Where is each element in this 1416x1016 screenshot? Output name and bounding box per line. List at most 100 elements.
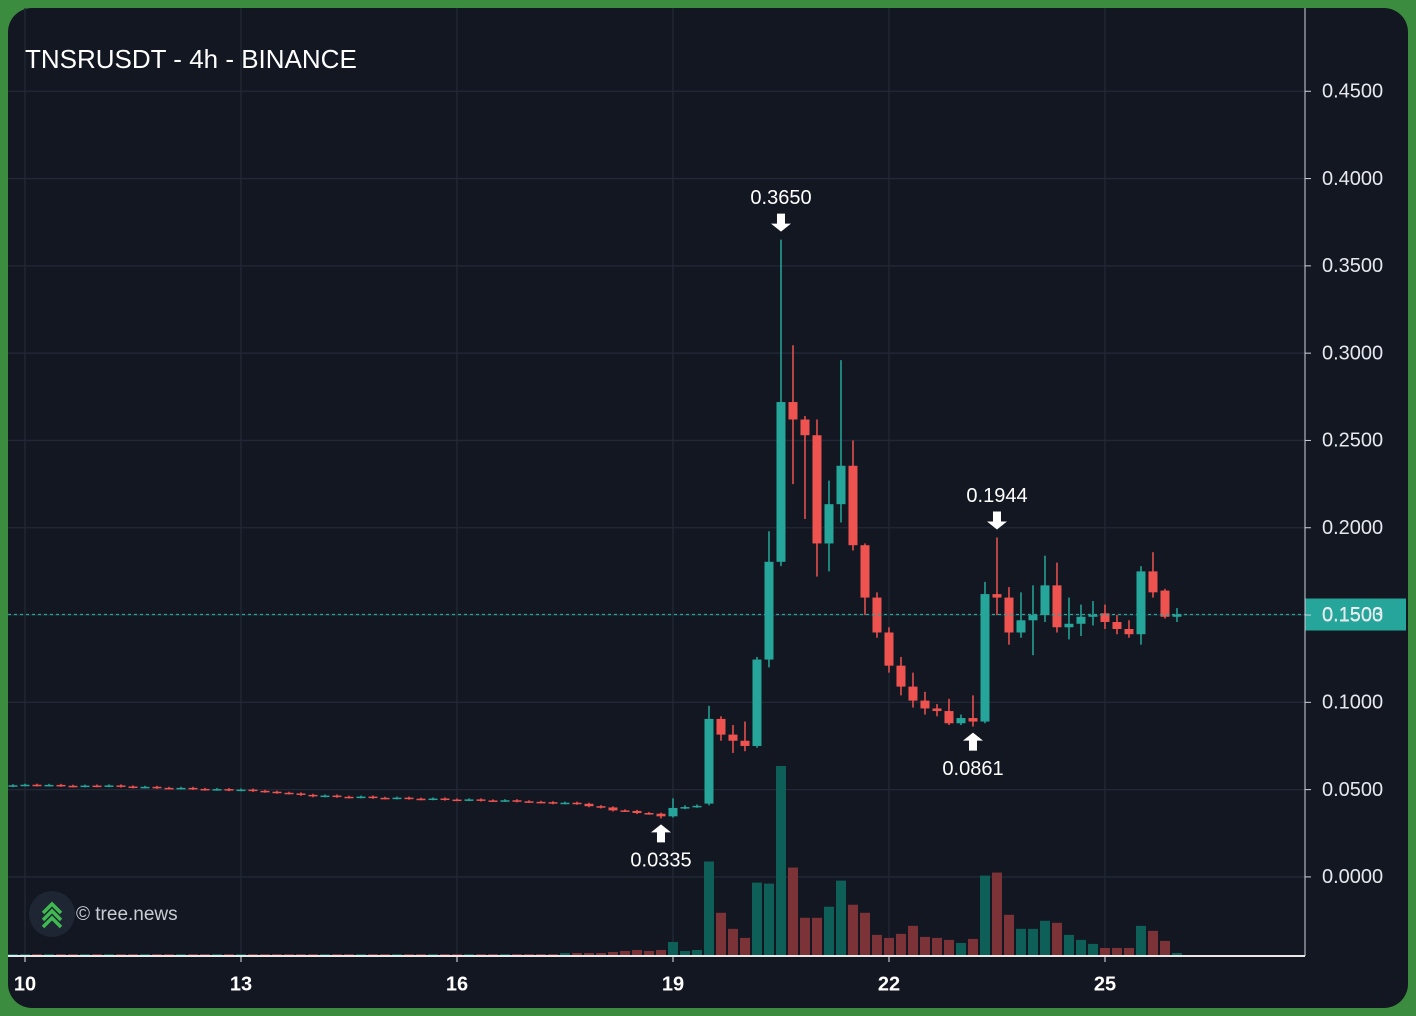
volume-bar bbox=[367, 953, 378, 956]
candle-body bbox=[116, 785, 126, 787]
x-tick-label: 22 bbox=[878, 973, 900, 995]
candle-body bbox=[1040, 585, 1050, 616]
candle-body bbox=[92, 785, 102, 788]
candle-body bbox=[176, 787, 186, 790]
candle-body bbox=[728, 734, 738, 741]
candle-body bbox=[1112, 622, 1122, 630]
candle-body bbox=[1004, 597, 1014, 633]
candle-body bbox=[536, 801, 546, 804]
volume-bar bbox=[559, 952, 570, 956]
volume-bar bbox=[655, 949, 666, 956]
volume-bar bbox=[475, 953, 486, 956]
candle-body bbox=[704, 718, 714, 804]
candle-body bbox=[692, 805, 702, 808]
candle-body bbox=[860, 545, 870, 598]
volume-bar bbox=[943, 939, 954, 956]
candle-body bbox=[884, 632, 894, 666]
volume-bar bbox=[379, 953, 390, 956]
candle-body bbox=[212, 789, 222, 791]
candle-body bbox=[908, 686, 918, 701]
volume-bar bbox=[283, 953, 294, 956]
volume-bar bbox=[1171, 952, 1182, 956]
volume-bar bbox=[1099, 947, 1110, 956]
volume-bar bbox=[331, 953, 342, 956]
volume-bar bbox=[907, 925, 918, 956]
volume-bar bbox=[199, 953, 210, 956]
volume-bar bbox=[883, 937, 894, 956]
volume-bar bbox=[295, 953, 306, 956]
candle-body bbox=[752, 659, 762, 746]
candle-body bbox=[596, 806, 606, 808]
volume-bar bbox=[55, 953, 66, 956]
volume-bar bbox=[1063, 934, 1074, 956]
overlay: 0.1503 0.3650 0.1944 0.0861 0.0335 bbox=[8, 187, 1406, 872]
volume-bar bbox=[895, 933, 906, 956]
volume-bar bbox=[451, 953, 462, 956]
candle-body bbox=[668, 807, 678, 817]
volume-bar bbox=[571, 952, 582, 956]
volume-bar bbox=[7, 953, 18, 956]
volume-bar bbox=[751, 882, 762, 956]
candle-body bbox=[368, 796, 378, 799]
candle-body bbox=[248, 789, 258, 792]
volume-bar bbox=[811, 917, 822, 956]
candle-body bbox=[788, 402, 798, 420]
candle-body bbox=[644, 813, 654, 815]
candle-body bbox=[404, 797, 414, 800]
candle-body bbox=[500, 800, 510, 802]
candle-body bbox=[836, 465, 846, 505]
candle-body bbox=[380, 797, 390, 800]
candle-body bbox=[1160, 590, 1170, 617]
volume-bar bbox=[499, 953, 510, 956]
y-tick-label: 0.3000 bbox=[1322, 342, 1383, 364]
candle-body bbox=[512, 800, 522, 802]
annotation-label: 0.0861 bbox=[942, 758, 1003, 780]
volume-bar bbox=[667, 941, 678, 956]
candle-body bbox=[392, 797, 402, 800]
volume-bar bbox=[523, 953, 534, 956]
annotation-arrow bbox=[962, 732, 983, 751]
candle-body bbox=[1124, 629, 1134, 635]
candle-body bbox=[968, 718, 978, 722]
volume-bar bbox=[259, 953, 270, 956]
volume-bar bbox=[919, 936, 930, 956]
volume-bar bbox=[691, 949, 702, 956]
candle-body bbox=[848, 465, 858, 546]
candle-body bbox=[716, 718, 726, 735]
candle-body bbox=[548, 802, 558, 804]
candle-body bbox=[440, 798, 450, 801]
candle-body bbox=[572, 802, 582, 805]
annotation-label: 0.3650 bbox=[750, 187, 811, 209]
candle-body bbox=[920, 700, 930, 709]
candle-body bbox=[416, 798, 426, 801]
volume-bar bbox=[31, 953, 42, 956]
last-price-tag bbox=[1305, 598, 1406, 631]
volume-bar bbox=[535, 953, 546, 956]
candle-body bbox=[1100, 613, 1110, 623]
candle-body bbox=[632, 810, 642, 814]
candle-body bbox=[476, 799, 486, 801]
volume-bar bbox=[1159, 940, 1170, 956]
candle-body bbox=[1136, 571, 1146, 635]
candle-body bbox=[824, 504, 834, 544]
candle-body bbox=[680, 807, 690, 809]
volume-bar bbox=[1075, 939, 1086, 956]
candle-body bbox=[944, 711, 954, 724]
y-tick-label: 0.1000 bbox=[1322, 692, 1383, 714]
panel bbox=[8, 8, 1408, 1008]
logo bbox=[29, 891, 75, 937]
candle-body bbox=[8, 785, 18, 787]
candle-body bbox=[524, 801, 534, 803]
candle-body bbox=[620, 810, 630, 812]
volume-bar bbox=[127, 953, 138, 956]
candle-body bbox=[296, 793, 306, 795]
candles bbox=[8, 239, 1182, 819]
volume-bar bbox=[1111, 947, 1122, 956]
y-tick-label: 0.3500 bbox=[1322, 255, 1383, 277]
volume-bar bbox=[487, 953, 498, 956]
volume-bar bbox=[151, 953, 162, 956]
x-tick-label: 16 bbox=[446, 973, 468, 995]
candle-body bbox=[128, 786, 138, 788]
volume-bar bbox=[139, 953, 150, 956]
